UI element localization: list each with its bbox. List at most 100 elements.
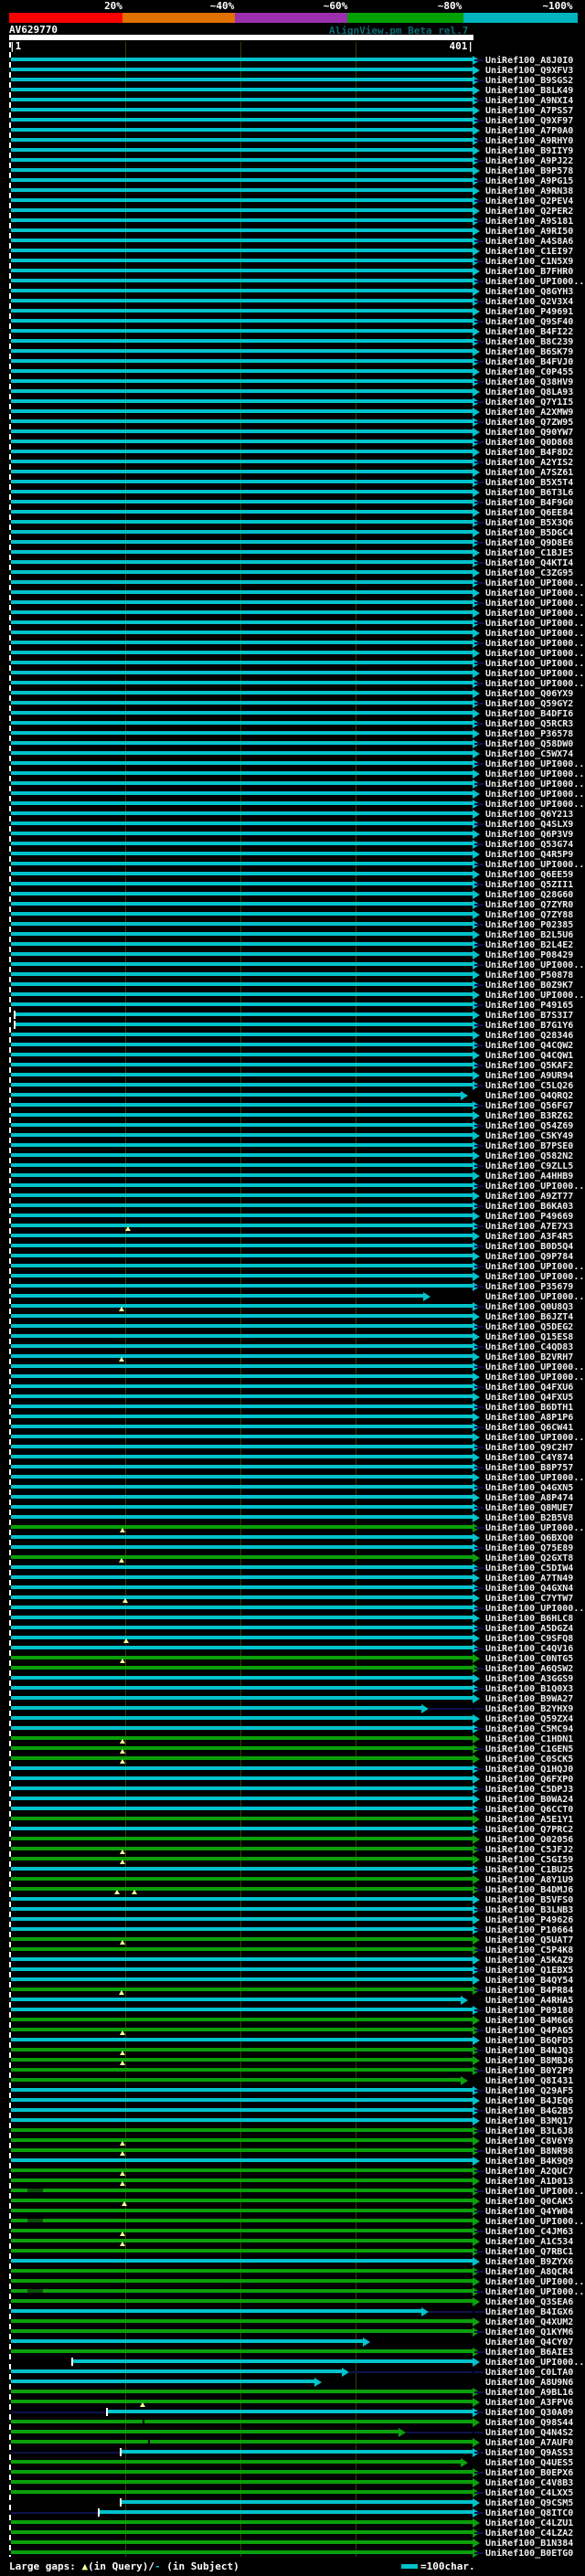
alignment-bar[interactable] [11,972,473,976]
alignment-bar[interactable] [11,1837,473,1840]
alignment-bar[interactable] [11,88,473,91]
alignment-bar[interactable] [11,1998,462,2001]
hit-label[interactable]: UniRef100_B6HLC8 [485,1613,574,1624]
hit-label[interactable]: UniRef100_B9WA27 [485,1693,574,1704]
hit-label[interactable]: UniRef100_Q4FXU6 [485,1382,574,1393]
hit-label[interactable]: UniRef100_B4G2B5 [485,2105,574,2116]
hit-label[interactable]: UniRef100_A8P474 [485,1492,574,1503]
hit-label[interactable]: UniRef100_UPI000.. [485,859,585,870]
alignment-bar[interactable] [11,540,473,544]
hit-label[interactable]: UniRef100_B8MBJ6 [485,2055,574,2066]
hit-label[interactable]: UniRef100_C5GI59 [485,1854,574,1865]
hit-label[interactable]: UniRef100_C1BU25 [485,1864,574,1875]
hit-label[interactable]: UniRef100_P10664 [485,1924,574,1935]
hit-label[interactable]: UniRef100_UPI000.. [485,1472,585,1483]
hit-label[interactable]: UniRef100_B5DGC4 [485,527,574,538]
alignment-bar[interactable] [11,480,473,483]
alignment-bar[interactable] [11,2229,473,2232]
alignment-bar[interactable] [11,1575,473,1579]
alignment-bar[interactable] [122,2450,473,2454]
hit-label[interactable]: UniRef100_Q4KTI4 [485,557,574,568]
hit-label[interactable]: UniRef100_Q4R5P9 [485,849,574,860]
alignment-bar[interactable] [11,1425,473,1428]
alignment-bar[interactable] [11,1746,473,1750]
alignment-bar[interactable] [11,1555,473,1559]
hit-label[interactable]: UniRef100_Q5RCR3 [485,718,574,729]
hit-label[interactable]: UniRef100_P50878 [485,970,574,981]
hit-label[interactable]: UniRef100_O02056 [485,1834,574,1845]
hit-label[interactable]: UniRef100_P08429 [485,949,574,960]
hit-label[interactable]: UniRef100_B6JZT4 [485,1311,574,1322]
alignment-bar[interactable] [11,2259,473,2263]
alignment-bar[interactable] [11,982,473,986]
alignment-bar[interactable] [11,1565,473,1569]
hit-label[interactable]: UniRef100_B6QFD5 [485,2035,574,2046]
alignment-bar[interactable] [11,148,473,152]
hit-label[interactable]: UniRef100_C0SCK5 [485,1754,574,1765]
hit-label[interactable]: UniRef100_A9NXI4 [485,95,574,106]
alignment-bar[interactable] [11,2520,473,2524]
alignment-bar[interactable] [11,1736,473,1740]
alignment-bar[interactable] [11,1947,473,1951]
alignment-bar[interactable] [11,2068,473,2072]
alignment-bar[interactable] [11,1626,473,1629]
alignment-bar[interactable] [11,620,473,624]
alignment-bar[interactable] [11,1063,473,1066]
hit-label[interactable]: UniRef100_Q0U8Q3 [485,1301,574,1312]
alignment-bar[interactable] [11,1314,473,1318]
alignment-bar[interactable] [11,329,473,333]
hit-label[interactable]: UniRef100_B4JEQ6 [485,2095,574,2106]
hit-label[interactable]: UniRef100_C4JM63 [485,2226,574,2237]
hit-label[interactable]: UniRef100_C5P4K8 [485,1945,574,1956]
alignment-bar[interactable] [11,711,473,715]
alignment-bar[interactable] [11,1384,473,1388]
alignment-bar[interactable] [11,2460,462,2464]
alignment-bar[interactable] [11,2048,473,2051]
alignment-bar[interactable] [11,1817,473,1820]
hit-label[interactable]: UniRef100_C4LXX5 [485,2487,574,2498]
alignment-bar[interactable] [11,1354,473,1358]
hit-label[interactable]: UniRef100_Q5KAF2 [485,1060,574,1071]
hit-label[interactable]: UniRef100_Q6BXQ0 [485,1532,574,1543]
alignment-bar[interactable] [11,1173,473,1177]
hit-label[interactable]: UniRef100_UPI000.. [485,769,585,779]
hit-label[interactable]: UniRef100_A9RN38 [485,186,574,196]
hit-label[interactable]: UniRef100_C5LQ26 [485,1080,574,1091]
hit-label[interactable]: UniRef100_Q2PER2 [485,206,574,217]
hit-label[interactable]: UniRef100_A8QCR4 [485,2266,574,2277]
alignment-bar[interactable] [11,409,473,413]
hit-label[interactable]: UniRef100_B4DMJ6 [485,1884,574,1895]
hit-label[interactable]: UniRef100_B7S3I7 [485,1010,574,1021]
hit-label[interactable]: UniRef100_A1D013 [485,2176,574,2187]
alignment-bar[interactable] [11,108,473,111]
hit-label[interactable]: UniRef100_C0P455 [485,366,574,377]
hit-label[interactable]: UniRef100_B0D5Q4 [485,1241,574,1252]
hit-label[interactable]: UniRef100_Q75E89 [485,1542,574,1553]
alignment-bar[interactable] [11,1857,473,1860]
alignment-bar[interactable] [11,2329,473,2333]
alignment-bar[interactable] [11,1535,473,1539]
hit-label[interactable]: UniRef100_UPI000.. [485,1181,585,1192]
hit-label[interactable]: UniRef100_B5X3Q6 [485,517,574,528]
hit-label[interactable]: UniRef100_UPI000.. [485,2186,585,2197]
hit-label[interactable]: UniRef100_B9ZYX6 [485,2256,574,2267]
hit-label[interactable]: UniRef100_UPI000.. [485,990,585,1001]
alignment-bar[interactable] [11,1193,473,1197]
alignment-bar[interactable] [11,1394,473,1398]
alignment-bar[interactable] [11,1083,473,1087]
hit-label[interactable]: UniRef100_Q4CY07 [485,2337,574,2348]
alignment-bar[interactable] [11,1244,473,1247]
hit-label[interactable]: UniRef100_UPI000.. [485,779,585,790]
alignment-bar[interactable] [11,2349,473,2353]
hit-label[interactable]: UniRef100_Q5DEG2 [485,1321,574,1332]
hit-label[interactable]: UniRef100_B2L4E2 [485,939,574,950]
hit-label[interactable]: UniRef100_Q9CSM5 [485,2497,574,2508]
alignment-bar[interactable] [11,530,473,534]
alignment-bar[interactable] [11,1073,473,1076]
alignment-bar[interactable] [11,822,473,825]
alignment-bar[interactable] [11,339,473,343]
alignment-bar[interactable] [11,58,473,61]
alignment-bar[interactable] [11,1545,473,1549]
alignment-bar[interactable] [11,1786,473,1790]
hit-label[interactable]: UniRef100_P49669 [485,1211,574,1222]
